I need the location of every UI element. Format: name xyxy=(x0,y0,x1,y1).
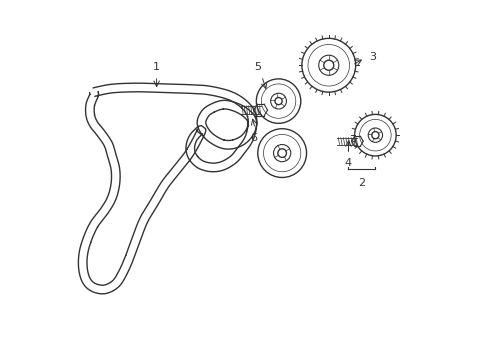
Text: 4: 4 xyxy=(344,158,351,168)
Text: 2: 2 xyxy=(358,178,365,188)
Text: 6: 6 xyxy=(249,134,256,143)
Text: 1: 1 xyxy=(153,62,160,72)
Text: 5: 5 xyxy=(254,62,261,72)
Text: 3: 3 xyxy=(368,52,376,62)
